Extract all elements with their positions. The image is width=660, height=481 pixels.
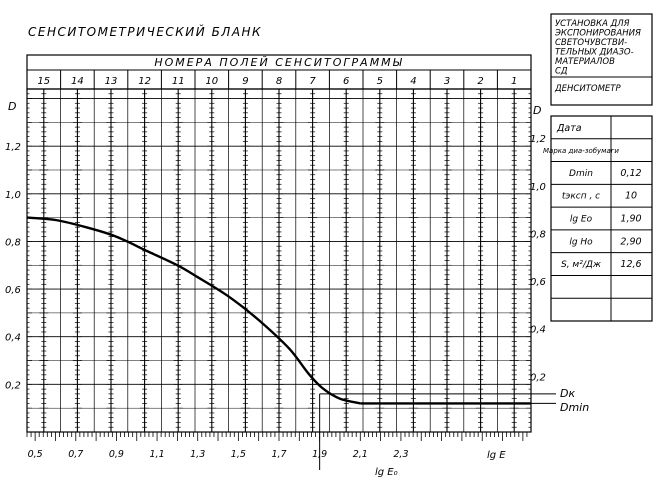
lg-e0-label: lg E₀ <box>375 467 398 478</box>
dmin-label: Dmin <box>560 401 589 414</box>
field-number: 6 <box>343 76 349 87</box>
field-number: 1 <box>511 76 517 87</box>
info-line: ТЕЛЬНЫХ ДИАЗО- <box>555 48 634 58</box>
field-number: 11 <box>172 76 185 87</box>
info-line: МАТЕРИАЛОВ <box>555 57 615 67</box>
y-tick-label-right: 0,4 <box>530 325 546 336</box>
characteristic-curve <box>26 216 361 405</box>
field-number: 2 <box>477 76 483 87</box>
y-tick-label-left: 1,2 <box>5 142 21 153</box>
info-line: ЭКСПОНИРОВАНИЯ <box>554 29 641 39</box>
field-number: 5 <box>377 76 383 87</box>
field-number: 9 <box>242 76 248 87</box>
info-device: ДЕНСИТОМЕТР <box>554 84 621 94</box>
params-table: Дата Марка диа-зобумаги Dmin 0,12 tэксп , c… <box>543 115 653 322</box>
y-tick-label-right: 0,8 <box>530 229 546 240</box>
x-tick-label: 0,9 <box>109 449 124 460</box>
x-tick-label: 1,7 <box>271 449 286 460</box>
y-tick-label-right: 0,6 <box>530 277 546 288</box>
field-number: 3 <box>444 76 450 87</box>
params-row-value: 1,90 <box>620 214 641 225</box>
y-tick-label-right: 1,0 <box>530 182 546 193</box>
x-tick-label: 1,1 <box>150 449 165 460</box>
dk-label: Dк <box>560 387 575 400</box>
y-tick-label-right: 0,2 <box>530 372 546 383</box>
x-tick-label: 1,5 <box>231 449 246 460</box>
params-row-label: Dmin <box>569 169 593 179</box>
y-tick-label-left: 0,2 <box>5 380 21 391</box>
params-header-label: Дата <box>556 123 582 134</box>
field-header-title: НОМЕРА ПОЛЕЙ СЕНСИТОГРАММЫ <box>154 56 403 69</box>
x-tick-label: 2,3 <box>393 449 408 460</box>
params-row-label: lg Ho <box>569 237 593 247</box>
field-header-band: НОМЕРА ПОЛЕЙ СЕНСИТОГРАММЫ 15 14 13 12 11 10 9… <box>26 54 532 90</box>
x-tick-label: 1,9 <box>312 449 327 460</box>
y-tick-label-left: 1,0 <box>5 190 21 201</box>
params-row-value: 2,90 <box>620 236 641 247</box>
d-axis-label-right: D <box>533 104 541 117</box>
params-row-value: 10 <box>625 191 637 202</box>
lg-e-axis-label: lg E <box>487 450 506 461</box>
y-tick-label-left: 0,6 <box>5 285 21 296</box>
y-tick-label-left: 0,8 <box>5 237 21 248</box>
params-row-label: lg Eo <box>570 215 593 225</box>
x-tick-label: 2,1 <box>353 449 368 460</box>
x-tick-label: 1,3 <box>190 449 205 460</box>
info-line: СВЕТОЧУВСТВИ- <box>555 38 627 48</box>
y-tick-label-right: 1,2 <box>530 134 546 145</box>
d-axis-label-left: D <box>8 100 16 113</box>
y-tick-label-left: 0,4 <box>5 333 21 344</box>
field-number: 4 <box>410 76 416 87</box>
params-row-label: tэксп , c <box>562 192 600 202</box>
info-box: УСТАНОВКА ДЛЯЭКСПОНИРОВАНИЯСВЕТОЧУВСТВИ-… <box>550 13 653 106</box>
x-tick-label: 0,5 <box>28 449 43 460</box>
sheet-title: СЕНСИТОМЕТРИЧЕСКИЙ БЛАНК <box>28 24 262 39</box>
field-number: 12 <box>138 76 151 87</box>
params-row-value: 12,6 <box>620 259 641 270</box>
field-number: 10 <box>205 76 218 87</box>
field-number: 7 <box>309 76 316 87</box>
field-number: 15 <box>37 76 50 87</box>
params-row-label: S, м²/Дж <box>561 260 602 270</box>
field-number: 13 <box>105 76 118 87</box>
info-line: УСТАНОВКА ДЛЯ <box>555 19 630 29</box>
params-row-label: Марка диа-зобумаги <box>543 147 619 155</box>
x-tick-label: 0,7 <box>68 449 83 460</box>
info-line: СД <box>555 67 568 77</box>
plot-area: 0,5 0,7 0,9 1,1 1,3 1,5 1,7 1,9 2,1 2,3 0,2 0,4 0,6… <box>5 88 589 478</box>
params-row-value: 0,12 <box>620 168 641 179</box>
field-number: 14 <box>71 76 84 87</box>
field-number: 8 <box>276 76 282 87</box>
